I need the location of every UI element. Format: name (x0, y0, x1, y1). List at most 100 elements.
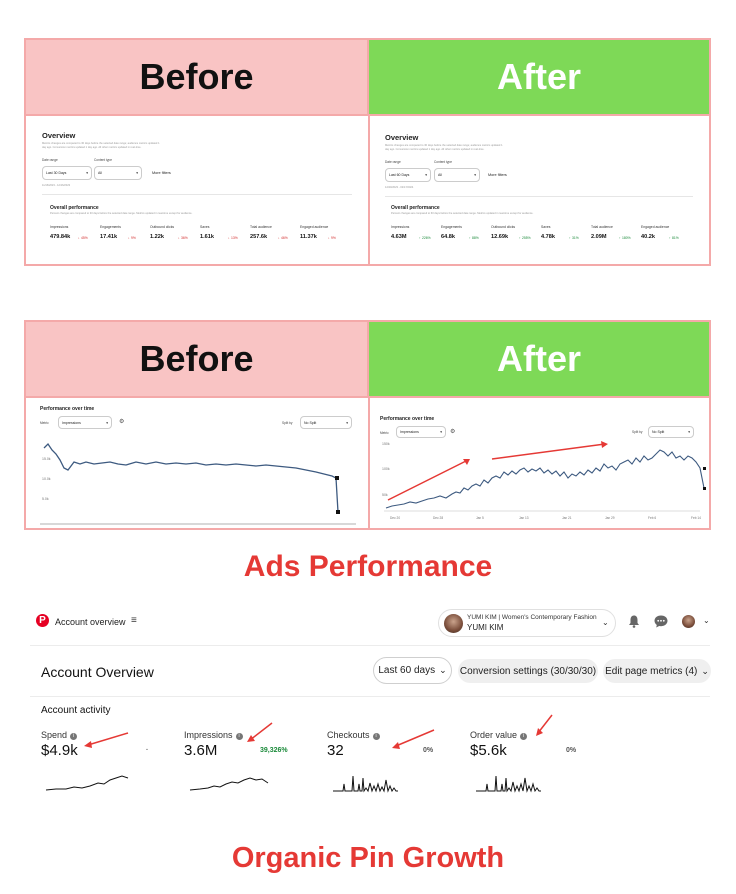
settings-icon[interactable]: ⚙ (450, 429, 456, 435)
metric-change: 46% (281, 236, 288, 240)
before-performance-chart: Performance over time Metric Impressions… (26, 398, 368, 528)
before-header: Before (26, 322, 369, 396)
metric-value: 4.78k (541, 234, 555, 240)
y-tick: 50k (382, 493, 388, 497)
edit-page-metrics-button[interactable]: Edit page metrics (4) ⌄ (603, 659, 711, 683)
metric-select[interactable]: Impressions ▾ (58, 416, 112, 429)
metric-change: 81% (672, 236, 679, 240)
arrow-down-icon: ↓ (278, 235, 280, 240)
content-type-select[interactable]: All ▾ (434, 168, 480, 182)
date-range-value: Last 30 Days (46, 171, 67, 175)
settings-icon[interactable]: ⚙ (119, 419, 125, 425)
metric-change: 39,326% (260, 747, 288, 754)
conversion-settings-button[interactable]: Conversion settings (30/30/30) (458, 659, 598, 683)
pinterest-logo-icon[interactable]: P (36, 614, 49, 627)
more-filters-button[interactable]: More filters (152, 171, 171, 175)
y-tick: 150k (382, 442, 390, 446)
after-performance-chart: Performance over time Metric Impressions… (370, 398, 709, 528)
date-range-label: Date range (42, 158, 58, 162)
data-point (336, 510, 340, 514)
metric-value: 1.61k (200, 234, 214, 240)
profile-switcher[interactable]: YUMI KIM | Women's Contemporary Fashion … (438, 609, 616, 637)
split-value: No Split (304, 420, 317, 425)
after-line-chart: 150k 100k 50k Dec 20 Dec 28 Jan 5 Jan 13 Jan… (382, 441, 706, 520)
metric-name: Saves (541, 225, 551, 229)
metric-name: Total audience (591, 225, 613, 229)
metric-change: 13% (231, 236, 238, 240)
header-divider (26, 114, 709, 116)
chevron-down-icon: ⌄ (602, 618, 609, 627)
info-icon[interactable]: i (372, 733, 380, 740)
metric-name: Impressions i (184, 730, 243, 740)
overview-title: Overview (385, 133, 419, 142)
info-icon[interactable]: i (70, 733, 78, 740)
metric-name: Total audience (250, 225, 272, 229)
user-avatar[interactable] (682, 615, 695, 628)
x-tick: Feb 14 (691, 516, 701, 520)
split-value: No Split (652, 430, 665, 434)
info-icon[interactable]: i (520, 733, 528, 740)
overview-desc-2: day ago. Conversion metrics updated 1 da… (385, 148, 485, 151)
metric-select[interactable]: Impressions ▾ (396, 426, 446, 438)
date-span: 11/16/2023 - 12/16/2023 (42, 184, 71, 187)
perf-desc: Percent changes are compared to 30 days … (50, 212, 193, 215)
nav-divider (30, 645, 710, 646)
arrow-down-icon: ↓ (178, 235, 180, 240)
x-tick: Jan 13 (519, 516, 529, 520)
arrow-down-icon: ↓ (128, 235, 130, 240)
menu-icon[interactable]: ≡ (131, 615, 137, 626)
before-label: Before (139, 56, 254, 97)
metric-value: 40.2k (641, 234, 655, 240)
arrowhead-icon (84, 741, 92, 748)
panel-center-divider (368, 114, 370, 264)
panel-center-divider (368, 396, 370, 528)
performance-comparison-panel: Before After Performance over time Metri… (24, 320, 711, 530)
content-type-select[interactable]: All ▾ (94, 166, 142, 180)
metric-change: 255% (522, 236, 531, 240)
perf-title: Overall performance (50, 205, 99, 211)
data-point (703, 467, 706, 470)
metric-value: 3.6M (184, 742, 218, 759)
info-icon[interactable]: i (235, 733, 243, 740)
date-range-select[interactable]: Last 60 Days ▾ (385, 168, 431, 182)
metric-name: Spend i (41, 730, 78, 740)
arrowhead-icon (392, 742, 400, 749)
y-tick: 10.0k (42, 477, 51, 481)
metric-name: Engaged audience (641, 225, 670, 229)
overview-desc-1: Metrics changes are compared to 30 days … (42, 142, 160, 145)
split-by-label: Split by (282, 421, 293, 425)
notifications-bell-icon[interactable] (628, 615, 640, 628)
metric-change: 45% (81, 236, 88, 240)
nav-title[interactable]: Account overview (55, 617, 126, 627)
x-tick: Jan 29 (605, 516, 615, 520)
metric-label: Spend (41, 730, 68, 740)
before-overview: Overview Metrics changes are compared to… (26, 116, 368, 264)
chevron-down-icon[interactable]: ⌄ (703, 616, 710, 625)
profile-name: YUMI KIM | Women's Contemporary Fashion (467, 614, 597, 621)
date-range-select[interactable]: Last 30 Days ▾ (42, 166, 92, 180)
arrow-up-icon: ↑ (569, 235, 571, 240)
annotation-arrow (537, 714, 553, 734)
more-filters-button[interactable]: More filters (488, 173, 507, 177)
arrow-up-icon: ↑ (669, 235, 671, 240)
data-point (703, 487, 706, 490)
messages-icon[interactable] (654, 615, 668, 628)
chevron-down-icon: ⌄ (439, 665, 447, 675)
before-line-chart: 15.0k 10.0k 5.0k (40, 442, 356, 525)
metric-change: 88% (472, 236, 479, 240)
metric-name: Checkouts i (327, 730, 380, 740)
metric-value: 17.41k (100, 234, 118, 240)
content-type-label: Content type (434, 160, 453, 164)
impressions-line (43, 442, 339, 513)
x-tick: Feb 6 (648, 516, 656, 520)
after-overview: Overview Metrics changes are compared to… (370, 116, 709, 264)
after-header: After (369, 40, 709, 114)
split-select[interactable]: No Split ▾ (300, 416, 352, 429)
split-select[interactable]: No Split ▾ (648, 426, 694, 438)
metric-name: Engaged audience (300, 225, 329, 229)
spend-sparkline (45, 775, 129, 791)
profile-sub: YUMI KIM (467, 623, 504, 632)
impressions-line (385, 449, 705, 509)
date-filter-button[interactable]: Last 60 days ⌄ (373, 657, 452, 684)
metric-value: $4.9k (41, 742, 78, 759)
